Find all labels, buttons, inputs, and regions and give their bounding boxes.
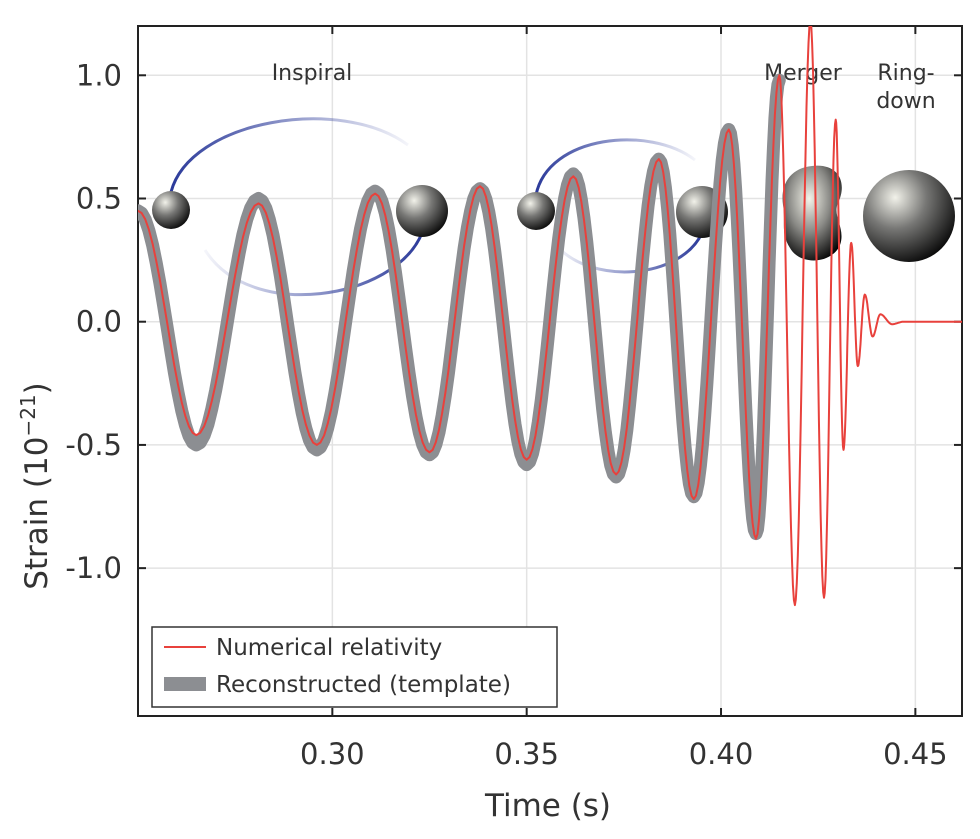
y-axis-label: Strain (10−21) (16, 382, 55, 590)
x-tick-label: 0.30 (300, 737, 365, 771)
x-axis-label: Time (s) (484, 788, 611, 824)
legend-box (151, 626, 558, 708)
phase-label-ringdown-2: down (876, 89, 935, 114)
orbit-arc (203, 232, 424, 297)
orbit-arc (169, 117, 409, 193)
phase-label-ringdown-1: Ring- (877, 61, 934, 86)
x-tick-labels: 0.30 0.35 0.40 0.45 (300, 737, 948, 771)
y-axis-label-text: Strain (10 (19, 437, 55, 590)
final-black-hole-icon (863, 170, 955, 262)
black-hole-icon (152, 191, 190, 229)
x-tick-label: 0.35 (494, 737, 559, 771)
tick-marks (138, 26, 962, 716)
legend: Numerical relativity Reconstructed (temp… (151, 626, 558, 708)
y-tick-labels: 1.0 0.5 0.0 -0.5 -1.0 (65, 58, 122, 585)
merging-black-holes-icon (782, 165, 842, 261)
y-tick-label: 0.5 (76, 182, 122, 216)
y-axis-label-exponent: −21 (16, 394, 40, 436)
black-hole-icon (517, 192, 555, 230)
inspiral-illustration-wide (152, 117, 448, 297)
phase-label-inspiral: Inspiral (272, 61, 353, 86)
orbit-arc (554, 232, 704, 274)
y-tick-label: -1.0 (65, 551, 122, 585)
legend-label-reconstructed-template: Reconstructed (template) (216, 672, 511, 698)
y-tick-label: 1.0 (76, 58, 122, 92)
orbit-arc (534, 138, 696, 196)
y-tick-label: 0.0 (76, 305, 122, 339)
x-tick-label: 0.45 (883, 737, 948, 771)
y-tick-label: -0.5 (65, 428, 122, 462)
y-axis-label-close: ) (19, 382, 55, 394)
x-tick-label: 0.40 (689, 737, 754, 771)
merger-illustration (782, 165, 842, 261)
black-hole-icon (396, 185, 448, 237)
legend-label-numerical-relativity: Numerical relativity (216, 635, 442, 661)
series-line-numerical-relativity (138, 26, 962, 607)
